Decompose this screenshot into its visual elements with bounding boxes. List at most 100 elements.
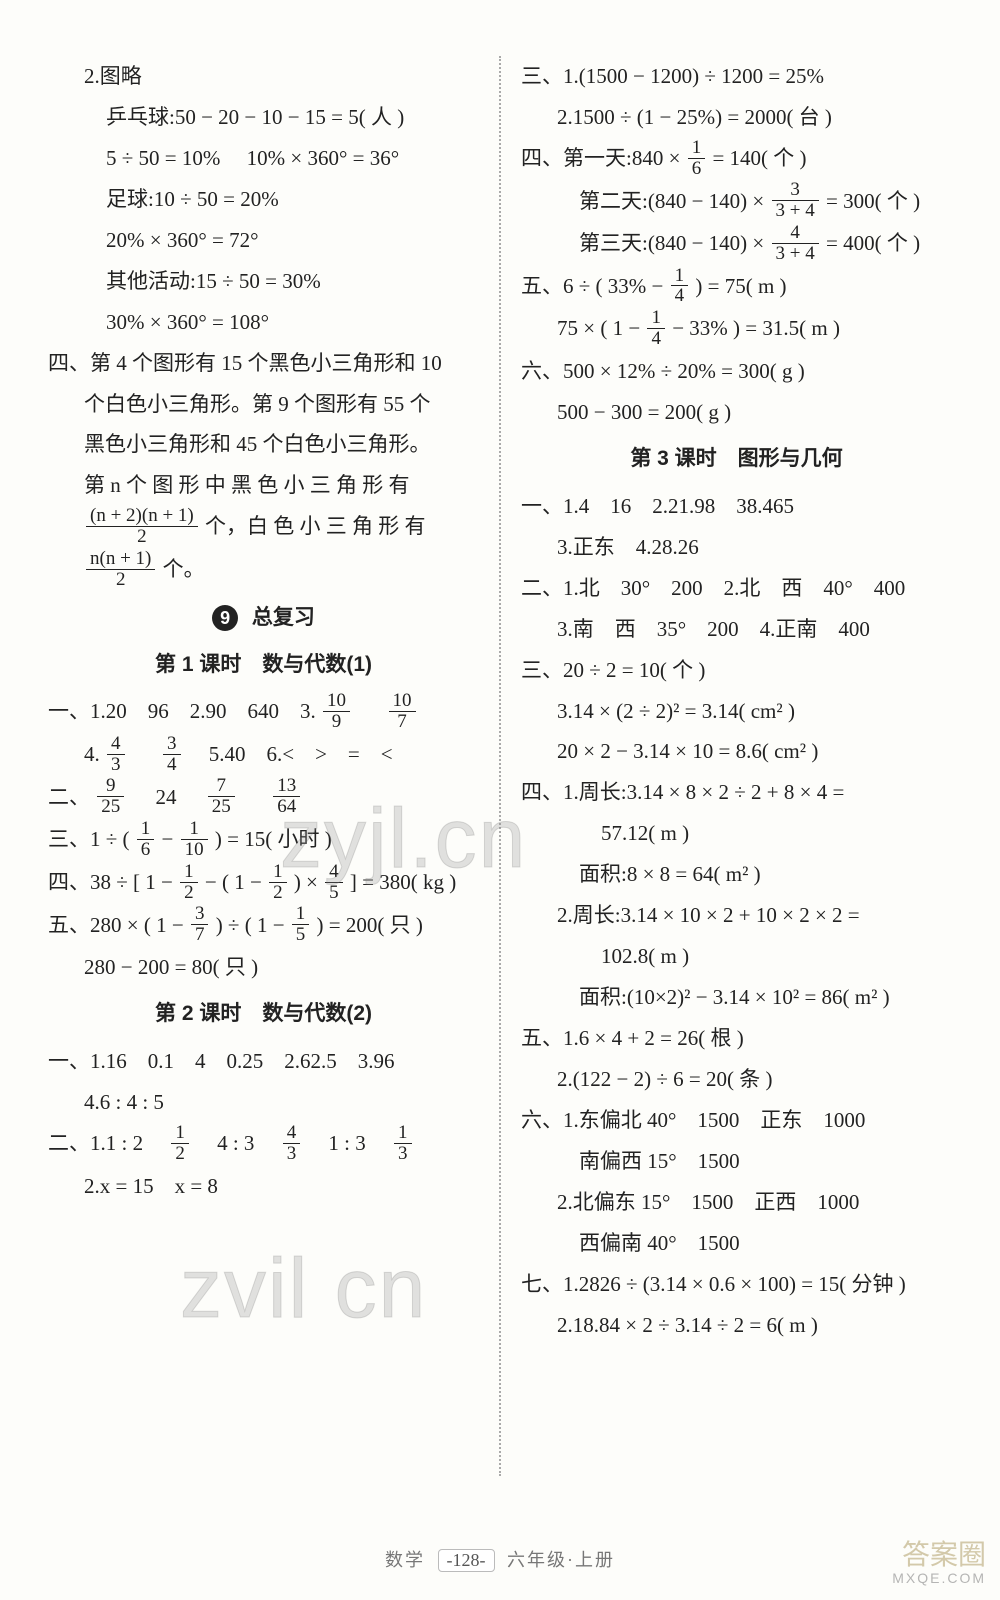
text: ) = 75( m ): [695, 274, 786, 298]
text-line: 2.北偏东 15° 1500 正西 1000: [521, 1182, 952, 1223]
text-line: 四、第 4 个图形有 15 个黑色小三角形和 10: [48, 343, 479, 384]
page-number: -128-: [438, 1549, 495, 1572]
text-line: 5 ÷ 50 = 10% 10% × 360° = 36°: [48, 138, 479, 179]
page: 2.图略 乒乓球:50 − 20 − 10 − 15 = 5( 人 ) 5 ÷ …: [0, 0, 1000, 1600]
text: ) = 200( 只 ): [317, 913, 423, 937]
fraction: 16: [688, 138, 706, 179]
text-line: 三、20 ÷ 2 = 10( 个 ): [521, 650, 952, 691]
text-line: 六、1.东偏北 40° 1500 正东 1000: [521, 1100, 952, 1141]
text: − 33% ) = 31.5( m ): [672, 316, 840, 340]
text-line: 3.南 西 35° 200 4.正南 400: [521, 609, 952, 650]
text-line: 二、1.北 30° 200 2.北 西 40° 400: [521, 568, 952, 609]
text-line: 3.14 × (2 ÷ 2)² = 3.14( cm² ): [521, 691, 952, 732]
text-line: 七、1.2826 ÷ (3.14 × 0.6 × 100) = 15( 分钟 ): [521, 1264, 952, 1305]
text-line: 102.8( m ): [521, 936, 952, 977]
text-line: 面积:8 × 8 = 64( m² ): [521, 854, 952, 895]
text-line: 四、38 ÷ [ 1 − 12 − ( 1 − 12 ) × 45 ] = 38…: [48, 862, 479, 905]
fraction: 15: [292, 904, 310, 945]
text-line: 2.图略: [48, 56, 479, 97]
unit-heading: 9 总复习: [48, 598, 479, 639]
text-line: 南偏西 15° 1500: [521, 1141, 952, 1182]
text-line: 4.6 : 4 : 5: [48, 1082, 479, 1123]
fraction: 925: [97, 776, 124, 817]
lesson-heading: 第 2 课时 数与代数(2): [48, 994, 479, 1035]
fraction: 14: [671, 266, 689, 307]
text-line: 面积:(10×2)² − 3.14 × 10² = 86( m² ): [521, 977, 952, 1018]
text-line: 一、1.16 0.1 4 0.25 2.62.5 3.96: [48, 1041, 479, 1082]
unit-badge-icon: 9: [212, 605, 238, 631]
fraction: 110: [181, 819, 208, 860]
fraction: n(n + 1)2: [86, 549, 155, 590]
footer-grade: 六年级·上册: [507, 1550, 615, 1570]
text: ) = 15( 小时 ): [215, 827, 332, 851]
page-footer: 数学 -128- 六年级·上册: [0, 1546, 1000, 1572]
corner-watermark: 答案圈 MXQE.COM: [892, 1540, 986, 1586]
text: 4 : 3: [196, 1131, 275, 1155]
text: ) ×: [294, 870, 323, 894]
text-line: 20% × 360° = 72°: [48, 220, 479, 261]
text-line: 二、1.1 : 2 12 4 : 3 43 1 : 3 13: [48, 1123, 479, 1166]
text-line: 西偏南 40° 1500: [521, 1223, 952, 1264]
fraction: 13: [394, 1123, 412, 1164]
fraction: 43 + 4: [772, 223, 819, 264]
text-line: 20 × 2 − 3.14 × 10 = 8.6( cm² ): [521, 731, 952, 772]
text-line: 一、1.4 16 2.21.98 38.465: [521, 486, 952, 527]
text: 个，白 色 小 三 角 形 有: [205, 514, 426, 538]
text: 第三天:(840 − 140) ×: [579, 231, 770, 255]
brand-url: MXQE.COM: [892, 1571, 986, 1586]
fraction: 107: [389, 691, 416, 732]
column-divider: [499, 56, 501, 1476]
text-line: 2.18.84 × 2 ÷ 3.14 ÷ 2 = 6( m ): [521, 1305, 952, 1346]
fraction: 34: [163, 734, 181, 775]
brand-text: 答案圈: [892, 1540, 986, 1571]
text: 三、1 ÷ (: [48, 827, 130, 851]
text: = 400( 个 ): [826, 231, 920, 255]
text-line: 2.周长:3.14 × 10 × 2 + 10 × 2 × 2 =: [521, 895, 952, 936]
fraction: (n + 2)(n + 1)2: [86, 506, 198, 547]
text-line: 其他活动:15 ÷ 50 = 30%: [48, 261, 479, 302]
content-columns: 2.图略 乒乓球:50 − 20 − 10 − 15 = 5( 人 ) 5 ÷ …: [48, 56, 952, 1476]
text-line: 足球:10 ÷ 50 = 20%: [48, 179, 479, 220]
text: 1 : 3: [307, 1131, 386, 1155]
text-line: 3.正东 4.28.26: [521, 527, 952, 568]
text: 一、1.20 96 2.90 640 3.: [48, 699, 316, 723]
text: 5.40 6.< > = <: [188, 742, 393, 766]
text-line: 57.12( m ): [521, 813, 952, 854]
text-line: 第 n 个 图 形 中 黑 色 小 三 角 形 有: [48, 465, 479, 506]
text-line: 2.1500 ÷ (1 − 25%) = 2000( 台 ): [521, 97, 952, 138]
text: = 300( 个 ): [826, 189, 920, 213]
text-line: 一、1.20 96 2.90 640 3. 109 107: [48, 691, 479, 734]
text-line: (n + 2)(n + 1)2 个，白 色 小 三 角 形 有: [48, 506, 479, 549]
footer-subject: 数学: [385, 1550, 425, 1570]
text: 五、280 × ( 1 −: [48, 913, 189, 937]
text: 第二天:(840 − 140) ×: [579, 189, 770, 213]
text-line: 个白色小三角形。第 9 个图形有 55 个: [48, 384, 479, 425]
text: 四、38 ÷ [ 1 −: [48, 870, 178, 894]
text: 4.: [84, 742, 100, 766]
fraction: 1364: [273, 776, 300, 817]
fraction: 37: [191, 904, 209, 945]
text-line: 500 − 300 = 200( g ): [521, 392, 952, 433]
text: 个。: [163, 557, 205, 581]
text: 五、6 ÷ ( 33% −: [521, 274, 669, 298]
text-line: 二、 925 24 725 1364: [48, 777, 479, 820]
text-line: 四、第一天:840 × 16 = 140( 个 ): [521, 138, 952, 181]
fraction: 16: [137, 819, 155, 860]
text-line: 第三天:(840 − 140) × 43 + 4 = 400( 个 ): [521, 223, 952, 266]
text-line: 第二天:(840 − 140) × 33 + 4 = 300( 个 ): [521, 181, 952, 224]
text-line: 4. 43 34 5.40 6.< > = <: [48, 734, 479, 777]
fraction: 12: [180, 862, 198, 903]
text-line: 五、280 × ( 1 − 37 ) ÷ ( 1 − 15 ) = 200( 只…: [48, 905, 479, 948]
text: ) ÷ ( 1 −: [216, 913, 290, 937]
text-line: 四、1.周长:3.14 × 8 × 2 ÷ 2 + 8 × 4 =: [521, 772, 952, 813]
fraction: 33 + 4: [772, 180, 819, 221]
fraction: 43: [107, 734, 125, 775]
fraction: 12: [269, 862, 287, 903]
text-line: 30% × 360° = 108°: [48, 302, 479, 343]
lesson-heading: 第 3 课时 图形与几何: [521, 439, 952, 480]
fraction: 43: [283, 1123, 301, 1164]
fraction: 45: [325, 862, 343, 903]
text-line: 五、1.6 × 4 + 2 = 26( 根 ): [521, 1018, 952, 1059]
fraction: 12: [171, 1123, 189, 1164]
text-line: 乒乓球:50 − 20 − 10 − 15 = 5( 人 ): [48, 97, 479, 138]
